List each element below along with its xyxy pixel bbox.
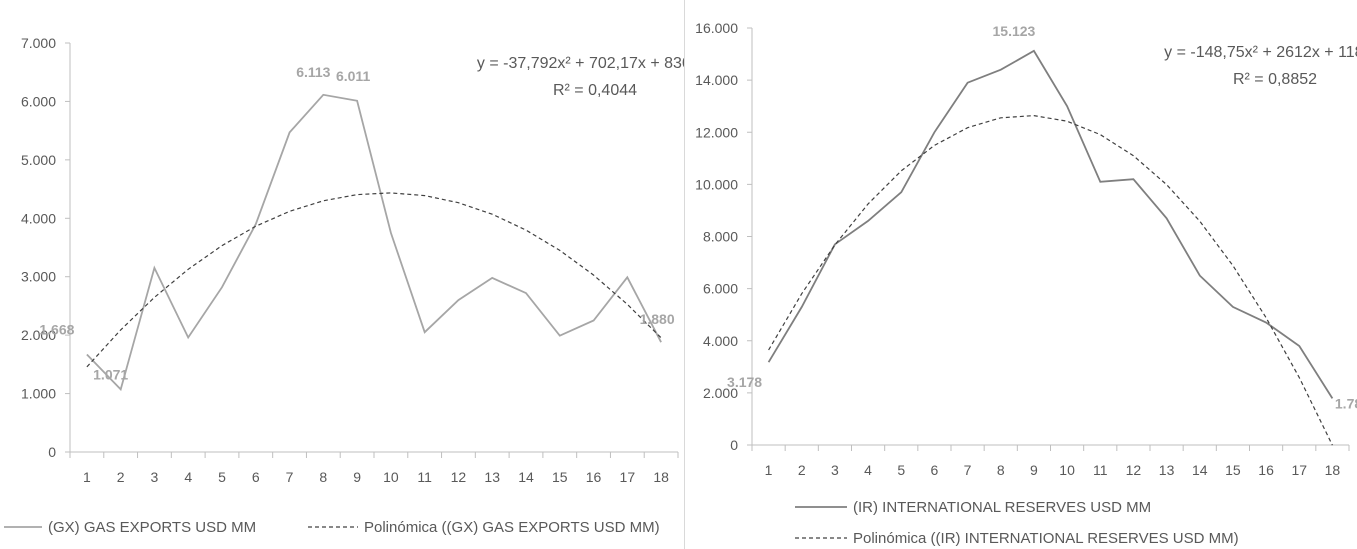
x-tick-label: 15 [1225, 462, 1241, 478]
x-tick-label: 14 [1192, 462, 1208, 478]
y-tick-label: 12.000 [695, 124, 738, 140]
y-tick-label: 2.000 [703, 385, 738, 401]
y-tick-label: 5.000 [21, 152, 56, 168]
trend-equation: y = -37,792x² + 702,17x + 830,85 [477, 55, 684, 72]
x-tick-label: 4 [864, 462, 872, 478]
x-tick-label: 9 [353, 469, 361, 485]
data-series-line [86, 93, 662, 392]
data-label: 6.011 [336, 68, 370, 84]
data-label: 1.880 [640, 311, 675, 327]
trendline-series [86, 192, 662, 368]
x-tick-label: 16 [586, 469, 602, 485]
international-reserves-chart: 0 2.000 4.000 6.000 8.000 10.000 12.000 14.000 1… [695, 20, 1357, 547]
y-tick-label: 4.000 [703, 333, 738, 349]
y-tick-label: 2.000 [21, 327, 56, 343]
x-tick-label: 6 [931, 462, 939, 478]
data-series-line [767, 49, 1334, 399]
x-tick-label: 18 [1325, 462, 1341, 478]
y-tick-label: 6.000 [21, 93, 56, 109]
y-tick-label: 8.000 [703, 229, 738, 245]
x-tick-label: 5 [218, 469, 226, 485]
r-squared-label: R² = 0,8852 [1233, 71, 1317, 88]
data-label: 3.178 [727, 374, 762, 390]
data-label: 1.789 [1335, 395, 1357, 411]
x-tick-label: 10 [383, 469, 399, 485]
x-tick-label: 12 [451, 469, 467, 485]
legend-entry: Polinómica ((IR) INTERNATIONAL RESERVES … [853, 530, 1239, 547]
y-tick-label: 0 [730, 437, 738, 453]
data-label: 15.123 [993, 23, 1036, 39]
x-tick-label: 8 [319, 469, 327, 485]
x-tick-label: 9 [1030, 462, 1038, 478]
y-tick-label: 0 [48, 444, 56, 460]
y-tick-label: 7.000 [21, 35, 56, 51]
x-tick-label: 3 [151, 469, 159, 485]
x-tick-label: 7 [286, 469, 294, 485]
x-tick-label: 3 [831, 462, 839, 478]
x-tick-label: 13 [484, 469, 500, 485]
data-label: 1.071 [93, 366, 128, 382]
x-tick-label: 12 [1126, 462, 1142, 478]
legend-entry: (GX) GAS EXPORTS USD MM [48, 519, 256, 536]
x-tick-label: 13 [1159, 462, 1175, 478]
x-tick-label: 11 [417, 469, 432, 485]
x-tick-label: 14 [518, 469, 534, 485]
y-tick-label: 6.000 [703, 281, 738, 297]
data-label: 6.113 [296, 64, 330, 80]
x-tick-label: 8 [997, 462, 1005, 478]
chart-divider [684, 0, 685, 549]
x-tick-label: 6 [252, 469, 260, 485]
trend-equation: y = -148,75x² + 2612x + 1180,3 [1164, 44, 1357, 61]
y-tick-label: 1.000 [21, 386, 56, 402]
x-tick-label: 7 [964, 462, 972, 478]
y-tick-label: 10.000 [695, 176, 738, 192]
legend-entry: Polinómica ((GX) GAS EXPORTS USD MM) [364, 519, 660, 536]
x-tick-label: 17 [1291, 462, 1307, 478]
y-tick-label: 14.000 [695, 72, 738, 88]
legend-entry: (IR) INTERNATIONAL RESERVES USD MM [853, 499, 1151, 516]
y-tick-label: 16.000 [695, 20, 738, 36]
x-tick-label: 1 [83, 469, 91, 485]
x-tick-label: 10 [1059, 462, 1075, 478]
r-squared-label: R² = 0,4044 [553, 82, 637, 99]
x-tick-label: 4 [184, 469, 192, 485]
x-tick-label: 11 [1093, 462, 1108, 478]
x-tick-label: 2 [798, 462, 806, 478]
x-tick-label: 1 [765, 462, 773, 478]
x-tick-label: 5 [897, 462, 905, 478]
y-tick-label: 3.000 [21, 269, 56, 285]
x-tick-label: 2 [117, 469, 125, 485]
x-tick-label: 18 [653, 469, 669, 485]
x-tick-label: 17 [620, 469, 636, 485]
data-label: 1.668 [39, 322, 74, 338]
trendline-series [768, 114, 1333, 446]
x-tick-label: 16 [1258, 462, 1274, 478]
y-tick-label: 4.000 [21, 210, 56, 226]
x-tick-label: 15 [552, 469, 568, 485]
